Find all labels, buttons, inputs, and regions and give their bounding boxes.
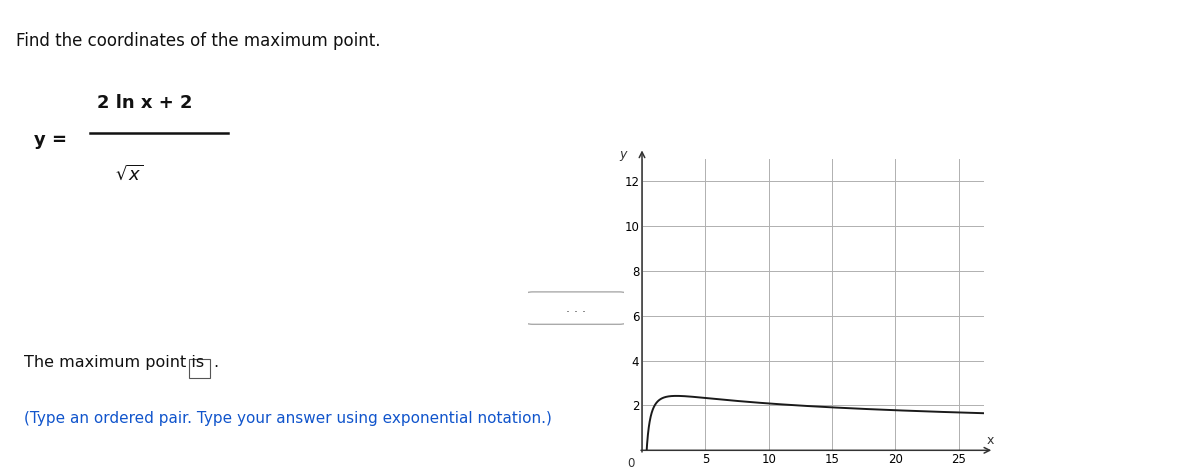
Text: 0: 0: [626, 457, 635, 470]
Text: 2 ln x + 2: 2 ln x + 2: [97, 94, 192, 112]
Text: The maximum point is: The maximum point is: [24, 356, 204, 370]
Text: $\sqrt{x}$: $\sqrt{x}$: [115, 165, 144, 184]
Text: .: .: [214, 356, 218, 370]
FancyBboxPatch shape: [526, 292, 626, 324]
Text: x: x: [986, 434, 994, 447]
Text: (Type an ordered pair. Type your answer using exponential notation.): (Type an ordered pair. Type your answer …: [24, 411, 552, 426]
Text: y =: y =: [35, 131, 67, 149]
Text: y: y: [619, 148, 626, 161]
Text: Find the coordinates of the maximum point.: Find the coordinates of the maximum poin…: [16, 32, 380, 50]
Text: . . .: . . .: [566, 301, 586, 315]
FancyBboxPatch shape: [190, 359, 210, 378]
